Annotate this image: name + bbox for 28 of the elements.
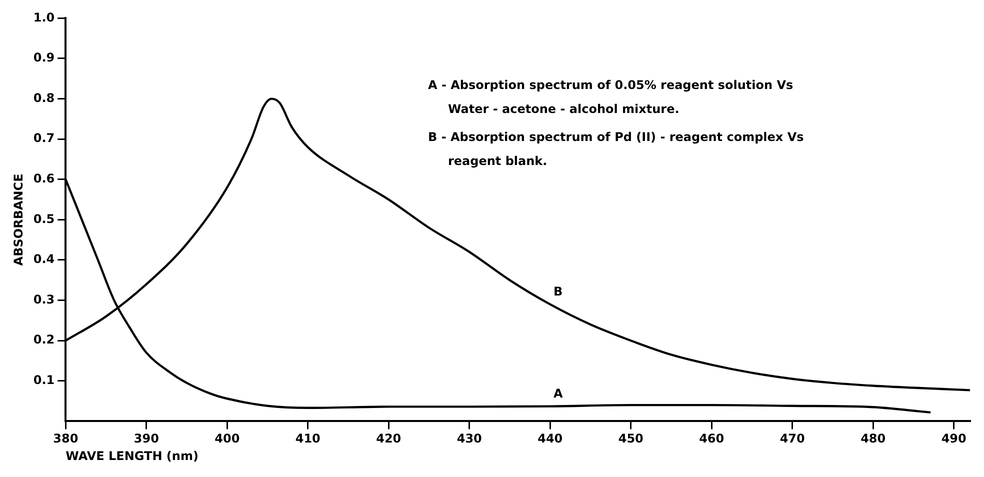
y-tick-label: 0.8	[33, 90, 55, 105]
x-tick-label: 460	[699, 432, 724, 446]
x-tick-label: 480	[860, 432, 886, 446]
x-tick-label: 390	[134, 432, 159, 446]
x-tick-label: 420	[376, 432, 402, 446]
y-tick-label: 1.0	[33, 10, 55, 24]
y-tick-label: 0.9	[33, 50, 55, 65]
y-tick-label: 0.5	[33, 212, 55, 226]
x-tick-label: 440	[538, 432, 563, 446]
annotation: A - Absorption spectrum of 0.05% reagent solution Vs Water - acetone - alcohol mixture.	[428, 78, 794, 116]
y-tick-label: 0.3	[33, 292, 55, 306]
x-tick-label: 430	[456, 432, 482, 446]
series-label: A	[553, 386, 564, 400]
y-tick-label: 0.6	[33, 172, 55, 186]
x-tick-label: 490	[941, 432, 966, 446]
y-tick-label: 0.7	[33, 131, 55, 146]
annotation: B - Absorption spectrum of Pd (II) - reagent complex Vs reagent blank.	[428, 130, 804, 168]
y-tick-label: 0.4	[33, 252, 55, 266]
x-axis-title: WAVE LENGTH (nm)	[66, 448, 198, 463]
y-tick-label: 0.2	[33, 332, 55, 347]
x-tick-label: 400	[214, 432, 240, 446]
x-tick-label: 380	[53, 432, 78, 446]
x-tick-label: 410	[295, 432, 320, 446]
series-label: B	[554, 284, 563, 298]
y-axis-title: ABSORBANCE	[11, 174, 26, 266]
x-tick-label: 450	[618, 432, 644, 446]
x-tick-label: 470	[780, 432, 805, 446]
y-tick-label: 0.1	[33, 373, 55, 388]
